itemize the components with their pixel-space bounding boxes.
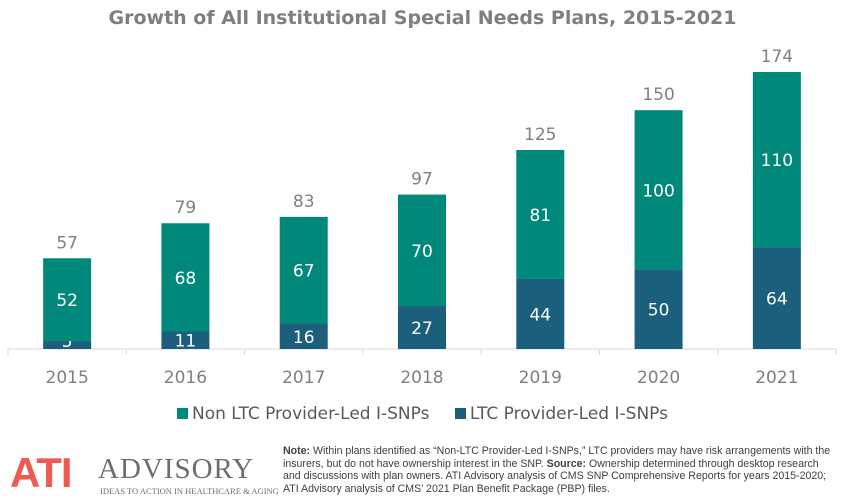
total-label: 150: [642, 85, 674, 105]
x-tick-label: 2018: [400, 368, 443, 388]
bar-segment: [43, 258, 92, 342]
bar-segment: [516, 150, 565, 279]
bar-segment: [161, 223, 210, 332]
legend-item-non-ltc: Non LTC Provider-Led I-SNPs: [177, 404, 429, 424]
x-tick-label: 2020: [637, 368, 680, 388]
source-label: Source:: [546, 457, 587, 470]
logo-word: ADVISORY: [98, 453, 255, 485]
data-label: 5: [62, 332, 73, 352]
footnote: Note: Within plans identified as “Non-LT…: [283, 445, 838, 495]
bar-segment: [161, 331, 210, 349]
data-label: 81: [529, 206, 551, 226]
total-label: 83: [293, 192, 315, 212]
bar-segment: [398, 194, 446, 307]
source-text: Ownership determined through desktop res…: [283, 457, 827, 495]
logo-tagline: IDEAS TO ACTION IN HEALTHCARE & AGING: [100, 486, 279, 496]
note-text: Within plans identified as “Non-LTC Prov…: [283, 445, 831, 470]
data-label: 70: [411, 242, 433, 262]
data-label: 11: [175, 332, 197, 352]
x-tick-label: 2017: [282, 368, 325, 388]
data-label: 68: [175, 269, 197, 289]
bar-segment: [752, 72, 801, 248]
bar-segment: [279, 216, 328, 324]
legend-swatch: [454, 408, 466, 419]
legend-label: LTC Provider-Led I-SNPs: [469, 404, 668, 424]
total-label: 57: [56, 233, 78, 253]
x-tick-label: 2021: [755, 368, 798, 388]
note-label: Note:: [283, 445, 311, 457]
legend-item-ltc: LTC Provider-Led I-SNPs: [454, 404, 668, 424]
data-label: 52: [56, 291, 78, 311]
legend: Non LTC Provider-Led I-SNPs LTC Provider…: [0, 404, 845, 424]
x-tick-label: 2016: [164, 368, 207, 388]
bar-segment: [43, 341, 92, 349]
data-label: 16: [293, 328, 315, 348]
total-label: 97: [411, 170, 433, 190]
bar-segment: [398, 306, 446, 349]
data-label: 64: [766, 290, 788, 310]
total-label: 79: [175, 198, 197, 218]
data-label: 44: [529, 305, 551, 325]
bar-segment: [752, 247, 801, 349]
data-label: 110: [761, 151, 793, 171]
bar-segment: [634, 110, 683, 270]
x-tick-label: 2019: [519, 368, 562, 388]
logo-mark: ATI: [10, 449, 73, 496]
bar-segment: [279, 323, 328, 349]
bar-segment: [634, 269, 683, 349]
legend-label: Non LTC Provider-Led I-SNPs: [192, 404, 430, 424]
ati-advisory-logo: ATI ADVISORY IDEAS TO ACTION IN HEALTHCA…: [10, 449, 279, 497]
legend-swatch: [177, 408, 189, 419]
total-label: 125: [524, 125, 556, 145]
chart-title: Growth of All Institutional Special Need…: [108, 7, 737, 29]
data-label: 67: [293, 262, 315, 282]
total-label: 174: [761, 47, 793, 67]
data-label: 100: [642, 181, 674, 201]
bar-segment: [516, 278, 565, 349]
data-label: 50: [648, 301, 670, 321]
x-tick-label: 2015: [46, 368, 89, 388]
data-label: 27: [411, 319, 433, 339]
